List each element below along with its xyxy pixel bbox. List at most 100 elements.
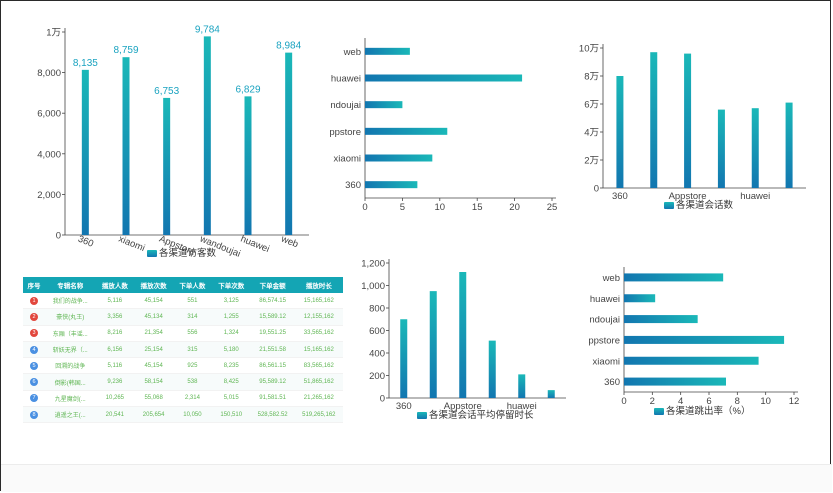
y-tick-label: 0 bbox=[594, 184, 599, 195]
bar bbox=[624, 377, 726, 386]
data-label: 8,135 bbox=[73, 58, 98, 69]
table-cell: 12,155,162 bbox=[294, 308, 343, 326]
table-cell: 5,116 bbox=[95, 293, 135, 310]
table-cell: 1,255 bbox=[211, 308, 251, 326]
table-cell: 314 bbox=[173, 308, 212, 326]
x-tick-label: 360 bbox=[612, 191, 628, 202]
x-tick-label: 20 bbox=[509, 202, 520, 213]
rank-cell: 2 bbox=[23, 308, 45, 326]
rank-badge: 6 bbox=[29, 378, 38, 387]
bar bbox=[365, 154, 433, 162]
table-cell: 925 bbox=[173, 357, 212, 375]
data-label: 8,984 bbox=[276, 41, 301, 52]
table-row: 4 斩妖无界（... 6,156 25,154 315 5,180 21,551.58 15,… bbox=[23, 341, 343, 359]
rank-cell: 3 bbox=[23, 325, 45, 342]
bar bbox=[624, 335, 785, 344]
bar bbox=[624, 273, 724, 282]
x-tick-label: xiaomi bbox=[117, 234, 147, 254]
rank-cell: 5 bbox=[23, 357, 45, 375]
table-cell: 25,154 bbox=[134, 341, 174, 359]
album-ranking-table: 序号 专辑名称 播放人数 播放次数 下单人数 下单次数 下单金额 播放时长 1 我们的战争...… bbox=[23, 277, 343, 424]
rank-badge: 4 bbox=[29, 345, 38, 354]
data-label: 6,829 bbox=[235, 84, 260, 95]
bounce-rate-chart: 0 2 4 6 8 10 12 web huawei ndoujai ppstore xiaomi 36… bbox=[588, 267, 799, 417]
bar bbox=[400, 319, 408, 398]
bar bbox=[785, 102, 793, 188]
table-cell: 33,565,162 bbox=[294, 325, 343, 342]
rank-cell: 4 bbox=[23, 341, 45, 359]
column-header: 播放时长 bbox=[294, 277, 343, 293]
table-cell: 538 bbox=[173, 373, 212, 391]
bar bbox=[518, 374, 526, 398]
y-tick-label: huawei bbox=[590, 294, 620, 305]
bar bbox=[365, 74, 523, 82]
table-cell: 21,265,162 bbox=[294, 390, 343, 408]
y-tick-label: 1,200 bbox=[361, 259, 385, 270]
column-header: 专辑名称 bbox=[44, 277, 96, 293]
table-cell: 9,236 bbox=[95, 373, 135, 391]
y-tick-label: 8,000 bbox=[37, 68, 61, 79]
bar bbox=[203, 36, 211, 236]
table-cell: 95,589.12 bbox=[250, 373, 295, 391]
table-row: 8 逍遥之王(... 20,541 205,654 10,050 150,510 528,5… bbox=[23, 406, 343, 424]
column-header: 下单次数 bbox=[211, 277, 251, 293]
x-tick-label: 0 bbox=[621, 396, 626, 407]
data-label: 6,753 bbox=[154, 86, 179, 97]
table-cell: 8,425 bbox=[211, 373, 251, 391]
x-tick-label: 10 bbox=[760, 396, 771, 407]
y-tick-label: 400 bbox=[369, 349, 385, 360]
legend-swatch bbox=[147, 250, 157, 257]
table-cell: 45,154 bbox=[134, 293, 174, 310]
y-tick-label: huawei bbox=[331, 74, 361, 85]
album-name-cell: 逍遥之王(... bbox=[44, 406, 96, 424]
y-tick-label: 8万 bbox=[584, 72, 599, 83]
table-cell: 519,265,162 bbox=[294, 406, 343, 424]
y-tick-label: 4,000 bbox=[37, 149, 61, 160]
y-tick-label: 4万 bbox=[584, 128, 599, 139]
bar bbox=[459, 272, 467, 398]
table-cell: 20,541 bbox=[95, 406, 135, 424]
x-tick-label: 2 bbox=[650, 396, 655, 407]
table-cell: 551 bbox=[173, 293, 212, 310]
table-row: 6 倒影(韩国... 9,236 58,154 538 8,425 95,589.12 51,… bbox=[23, 373, 343, 391]
x-tick-label: huawei bbox=[507, 401, 537, 412]
x-tick-label: 360 bbox=[396, 401, 412, 412]
rank-badge: 8 bbox=[29, 410, 38, 419]
bar bbox=[429, 291, 437, 398]
table-cell: 3,125 bbox=[211, 293, 251, 310]
x-tick-label: 5 bbox=[400, 202, 405, 213]
x-tick-label: 6 bbox=[706, 396, 711, 407]
x-tick-label: huawei bbox=[239, 234, 271, 255]
table-cell: 21,354 bbox=[134, 325, 174, 342]
bar bbox=[122, 57, 130, 236]
y-tick-label: 6,000 bbox=[37, 109, 61, 120]
bar bbox=[751, 108, 759, 188]
album-name-cell: 倒影(韩国... bbox=[44, 373, 96, 391]
bar bbox=[163, 97, 171, 236]
bar bbox=[244, 96, 252, 235]
table-cell: 91,581.51 bbox=[250, 390, 295, 408]
table-body: 1 我们的战争... 5,116 45,154 551 3,125 86,574.15 15,… bbox=[23, 293, 343, 424]
bottom-bar bbox=[1, 464, 832, 492]
table-row: 2 豪侠(丸王) 3,356 45,134 314 1,255 15,589.12 12,15… bbox=[23, 308, 343, 326]
y-tick-label: ndoujai bbox=[589, 315, 620, 326]
table-cell: 83,565,162 bbox=[294, 357, 343, 375]
x-tick-label: 8 bbox=[735, 396, 740, 407]
table-header-row: 序号 专辑名称 播放人数 播放次数 下单人数 下单次数 下单金额 播放时长 bbox=[23, 277, 343, 293]
table-cell: 86,561.15 bbox=[250, 357, 295, 375]
x-tick-label: 360 bbox=[76, 234, 95, 250]
table-cell: 10,050 bbox=[173, 406, 212, 424]
rank-cell: 8 bbox=[23, 406, 45, 424]
y-tick-label: 10万 bbox=[579, 44, 599, 55]
table-cell: 1,324 bbox=[211, 325, 251, 342]
album-name-cell: 回溯的战争 bbox=[44, 357, 96, 375]
rank-badge: 3 bbox=[29, 329, 38, 338]
table-cell: 86,574.15 bbox=[250, 293, 295, 310]
table-cell: 19,551.25 bbox=[250, 325, 295, 342]
table-cell: 21,551.58 bbox=[250, 341, 295, 359]
y-tick-label: 600 bbox=[369, 326, 385, 337]
bar bbox=[717, 109, 725, 188]
table-cell: 315 bbox=[173, 341, 212, 359]
